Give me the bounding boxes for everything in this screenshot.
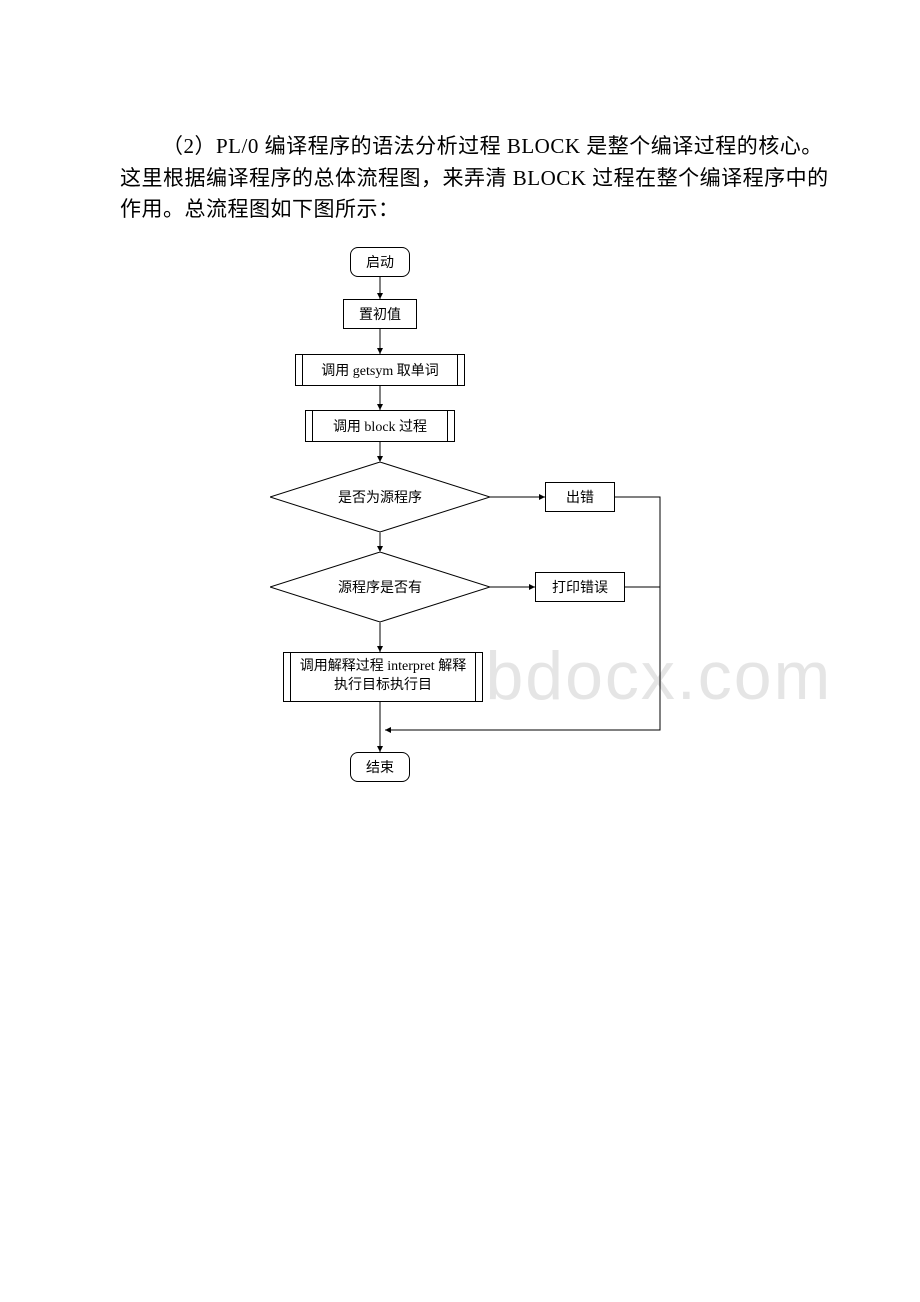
node-decision-2-label: 源程序是否有 [270,577,490,597]
node-init-label: 置初值 [359,304,401,324]
node-error: 出错 [545,482,615,512]
node-blockcall: 调用 block 过程 [305,410,455,442]
node-end: 结束 [350,752,410,782]
page: （2）PL/0 编译程序的语法分析过程 BLOCK 是整个编译过程的核心。这里根… [0,0,920,1302]
node-print-error-label: 打印错误 [552,577,608,597]
node-decision-2: 源程序是否有 [270,552,490,622]
node-decision-1-label: 是否为源程序 [270,487,490,507]
node-decision-1: 是否为源程序 [270,462,490,532]
node-interpret: 调用解释过程 interpret 解释执行目标执行目 [283,652,483,702]
node-getsym-label: 调用 getsym 取单词 [321,360,438,380]
node-error-label: 出错 [566,487,594,507]
node-init: 置初值 [343,299,417,329]
node-interpret-label: 调用解释过程 interpret 解释执行目标执行目 [298,658,468,694]
node-start-label: 启动 [366,252,394,272]
flowchart: www.bdocx.com 启动 置初值 调用 getsym 取单词 调用 bl… [225,247,725,817]
node-getsym: 调用 getsym 取单词 [295,354,465,386]
intro-paragraph: （2）PL/0 编译程序的语法分析过程 BLOCK 是整个编译过程的核心。这里根… [120,131,830,226]
node-end-label: 结束 [366,757,394,777]
flow-edges [225,247,725,817]
node-print-error: 打印错误 [535,572,625,602]
node-blockcall-label: 调用 block 过程 [333,416,427,436]
node-start: 启动 [350,247,410,277]
